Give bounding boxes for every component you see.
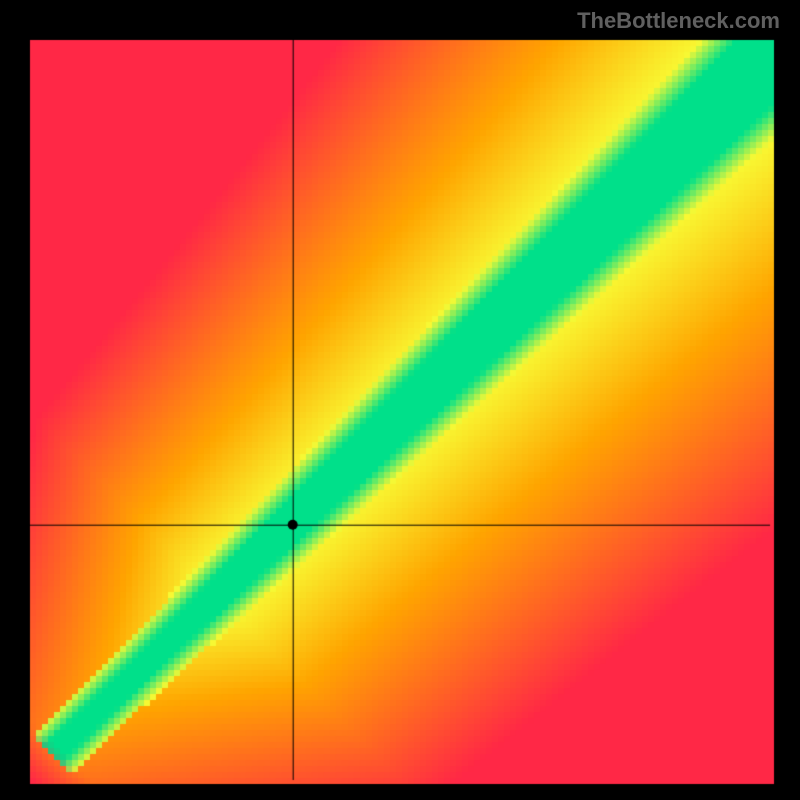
watermark-text: TheBottleneck.com: [577, 8, 780, 34]
bottleneck-heatmap-canvas: [0, 0, 800, 800]
